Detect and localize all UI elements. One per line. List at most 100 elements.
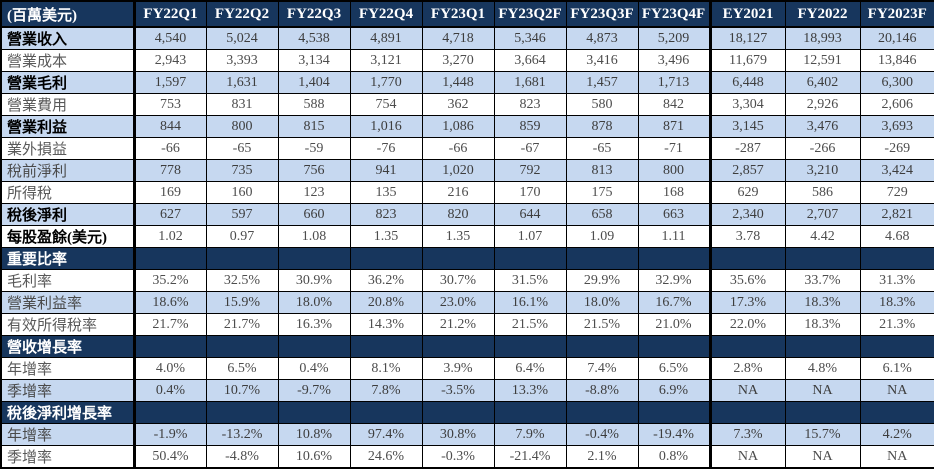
value-cell: 627	[132, 203, 207, 226]
row-label: 有效所得稅率	[0, 313, 135, 336]
section-filler-cell	[784, 335, 861, 358]
value-cell: 29.9%	[565, 269, 639, 292]
value-cell: 30.8%	[421, 423, 495, 446]
section-label: 稅後淨利增長率	[0, 401, 135, 424]
value-cell: 216	[421, 181, 495, 204]
value-cell: 813	[565, 159, 639, 182]
value-cell: 580	[565, 93, 639, 116]
table-row: 營業利益 844 800 815 1,016 1,086 859 878 871 3,145 3,4…	[0, 115, 934, 138]
value-cell: -4.8%	[205, 445, 279, 469]
value-cell: 1,681	[493, 71, 567, 94]
value-cell: 4,891	[349, 26, 423, 50]
value-cell: -8.8%	[565, 379, 639, 402]
section-filler-cell	[277, 247, 351, 270]
value-cell: 1,597	[132, 71, 207, 94]
value-cell: 31.5%	[493, 269, 567, 292]
value-cell: -76	[349, 137, 423, 160]
value-cell: -66	[132, 137, 207, 160]
value-cell: 0.8%	[637, 445, 711, 469]
value-cell: 21.0%	[637, 313, 711, 336]
table-row: 毛利率 35.2% 32.5% 30.9% 36.2% 30.7% 31.5% 29.9% 32…	[0, 269, 934, 292]
section-filler-cell	[708, 247, 786, 270]
value-cell: 4,873	[565, 26, 639, 50]
value-cell: 2,926	[784, 93, 861, 116]
value-cell: 735	[205, 159, 279, 182]
section-row: 營收增長率	[0, 335, 934, 358]
value-cell: 16.1%	[493, 291, 567, 314]
section-filler-cell	[132, 335, 207, 358]
value-cell: NA	[859, 445, 934, 469]
value-cell: 7.9%	[493, 423, 567, 446]
value-cell: 175	[565, 181, 639, 204]
section-filler-cell	[493, 247, 567, 270]
value-cell: NA	[708, 379, 786, 402]
value-cell: 18,993	[784, 26, 861, 50]
value-cell: 4,540	[132, 26, 207, 50]
section-filler-cell	[132, 401, 207, 424]
table-row: 營業毛利 1,597 1,631 1,404 1,770 1,448 1,681 1,457 1…	[0, 71, 934, 94]
value-cell: 0.4%	[132, 379, 207, 402]
value-cell: 6,402	[784, 71, 861, 94]
column-header: FY22Q1	[132, 0, 207, 28]
row-label: 年增率	[0, 423, 135, 446]
value-cell: NA	[784, 445, 861, 469]
row-label: 營業利益率	[0, 291, 135, 314]
value-cell: -66	[421, 137, 495, 160]
value-cell: 36.2%	[349, 269, 423, 292]
table-row: 營業收入 4,540 5,024 4,538 4,891 4,718 5,346 4,873 5…	[0, 26, 934, 50]
column-header: FY23Q3F	[565, 0, 639, 28]
value-cell: 35.6%	[708, 269, 786, 292]
value-cell: 7.8%	[349, 379, 423, 402]
column-header: FY2022	[784, 0, 861, 28]
value-cell: 15.9%	[205, 291, 279, 314]
row-label: 每股盈餘(美元)	[0, 225, 135, 248]
value-cell: 16.7%	[637, 291, 711, 314]
value-cell: 1,713	[637, 71, 711, 94]
value-cell: 800	[637, 159, 711, 182]
value-cell: 3,270	[421, 49, 495, 72]
row-label: 營業毛利	[0, 71, 135, 94]
section-filler-cell	[859, 247, 934, 270]
value-cell: 170	[493, 181, 567, 204]
value-cell: 0.97	[205, 225, 279, 248]
value-cell: 1.09	[565, 225, 639, 248]
section-filler-cell	[637, 247, 711, 270]
value-cell: 2,606	[859, 93, 934, 116]
table-row: 有效所得稅率 21.7% 21.7% 16.3% 14.3% 21.2% 21.5% 21.5…	[0, 313, 934, 336]
value-cell: 3,393	[205, 49, 279, 72]
value-cell: 6.1%	[859, 357, 934, 380]
value-cell: 1.08	[277, 225, 351, 248]
value-cell: 30.9%	[277, 269, 351, 292]
value-cell: 2,943	[132, 49, 207, 72]
value-cell: 11,679	[708, 49, 786, 72]
value-cell: 1,086	[421, 115, 495, 138]
value-cell: 7.4%	[565, 357, 639, 380]
value-cell: 21.7%	[205, 313, 279, 336]
row-label: 營業成本	[0, 49, 135, 72]
value-cell: 7.3%	[708, 423, 786, 446]
section-row: 稅後淨利增長率	[0, 401, 934, 424]
section-label: 營收增長率	[0, 335, 135, 358]
section-filler-cell	[637, 401, 711, 424]
row-label: 稅前淨利	[0, 159, 135, 182]
value-cell: 586	[784, 181, 861, 204]
section-filler-cell	[708, 335, 786, 358]
value-cell: 823	[349, 203, 423, 226]
row-label: 所得稅	[0, 181, 135, 204]
value-cell: 18.6%	[132, 291, 207, 314]
value-cell: -3.5%	[421, 379, 495, 402]
value-cell: -287	[708, 137, 786, 160]
value-cell: 160	[205, 181, 279, 204]
value-cell: 18.3%	[859, 291, 934, 314]
table-row: 稅前淨利 778 735 756 941 1,020 792 813 800 2,857 3,210…	[0, 159, 934, 182]
value-cell: -19.4%	[637, 423, 711, 446]
value-cell: 1.35	[349, 225, 423, 248]
section-filler-cell	[205, 247, 279, 270]
value-cell: 2,707	[784, 203, 861, 226]
value-cell: 1,770	[349, 71, 423, 94]
value-cell: 21.3%	[859, 313, 934, 336]
value-cell: -1.9%	[132, 423, 207, 446]
value-cell: 4.8%	[784, 357, 861, 380]
section-filler-cell	[349, 247, 423, 270]
